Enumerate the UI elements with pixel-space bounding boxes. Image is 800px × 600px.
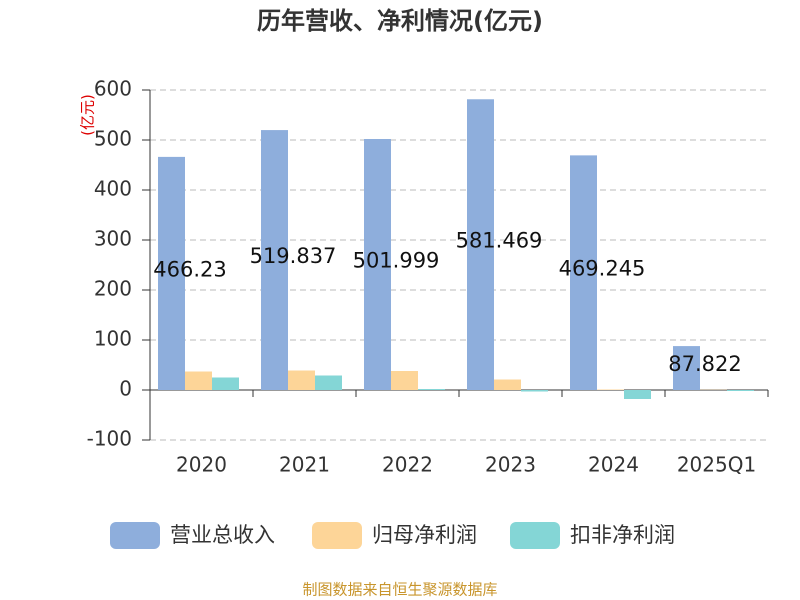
bar bbox=[288, 370, 315, 390]
value-label: 519.837 bbox=[250, 244, 337, 268]
x-tick-label: 2020 bbox=[176, 453, 227, 477]
y-tick-label: 200 bbox=[94, 277, 132, 301]
y-tick-label: 400 bbox=[94, 177, 132, 201]
bar bbox=[624, 390, 651, 399]
bar bbox=[494, 379, 521, 390]
bar bbox=[185, 371, 212, 390]
legend-label: 营业总收入 bbox=[170, 523, 275, 547]
bar bbox=[727, 390, 754, 391]
bar bbox=[570, 155, 597, 390]
value-label: 466.23 bbox=[153, 257, 226, 281]
y-tick-label: 300 bbox=[94, 227, 132, 251]
value-label: 581.469 bbox=[456, 229, 543, 253]
y-tick-label: 100 bbox=[94, 327, 132, 351]
x-tick-label: 2025Q1 bbox=[677, 453, 756, 477]
bar bbox=[521, 390, 548, 392]
value-label: 87.822 bbox=[668, 352, 741, 376]
x-tick-label: 2021 bbox=[279, 453, 330, 477]
legend-label: 扣非净利润 bbox=[570, 523, 675, 547]
source-note: 制图数据来自恒生聚源数据库 bbox=[302, 581, 497, 599]
bar bbox=[212, 377, 239, 390]
x-tick-label: 2024 bbox=[588, 453, 639, 477]
y-tick-label: 500 bbox=[94, 127, 132, 151]
value-label: 501.999 bbox=[353, 249, 440, 273]
value-label: 469.245 bbox=[559, 257, 646, 281]
chart-title: 历年营收、净利情况(亿元) bbox=[257, 7, 543, 35]
y-unit-label: (亿元) bbox=[79, 94, 97, 136]
y-tick-label: 600 bbox=[94, 77, 132, 101]
legend-label: 归母净利润 bbox=[372, 523, 477, 547]
bar bbox=[467, 99, 494, 390]
bar bbox=[158, 156, 185, 390]
bar bbox=[673, 346, 700, 390]
legend-swatch bbox=[510, 522, 560, 549]
legend-swatch bbox=[312, 522, 362, 549]
legend-swatch bbox=[110, 522, 160, 549]
bar bbox=[597, 389, 624, 390]
bar bbox=[315, 375, 342, 390]
bar bbox=[418, 389, 445, 390]
x-tick-label: 2022 bbox=[382, 453, 433, 477]
y-tick-label: -100 bbox=[87, 427, 132, 451]
bar bbox=[261, 130, 288, 391]
y-tick-label: 0 bbox=[119, 377, 132, 401]
bar bbox=[364, 139, 391, 390]
bar bbox=[391, 371, 418, 390]
x-tick-label: 2023 bbox=[485, 453, 536, 477]
